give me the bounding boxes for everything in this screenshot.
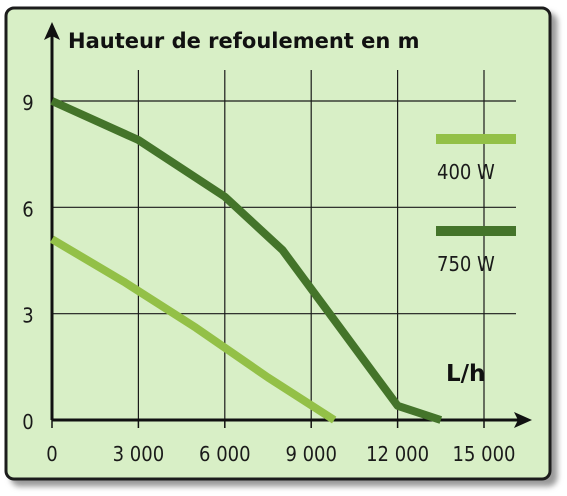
legend: 400 W 750 W xyxy=(436,134,516,276)
legend-swatch-750w xyxy=(436,226,516,236)
grid xyxy=(52,70,516,420)
chart-title: Hauteur de refoulement en m xyxy=(68,29,420,53)
y-tick-label: 9 xyxy=(22,91,33,115)
legend-swatch-400w xyxy=(436,134,516,144)
labels: 0 3 000 6 000 9 000 12 000 15 000 0 3 6 9 xyxy=(22,91,515,466)
x-axis-label: L/h xyxy=(446,361,485,387)
series-line-750w xyxy=(50,97,443,424)
y-tick-label: 6 xyxy=(22,197,33,221)
y-axis-arrow xyxy=(44,22,60,40)
x-tick-label: 0 xyxy=(46,442,57,466)
y-tick-label: 3 xyxy=(22,304,33,328)
x-tick-label: 9 000 xyxy=(285,442,337,466)
x-axis-arrow xyxy=(514,412,532,428)
x-tick-label: 6 000 xyxy=(199,442,251,466)
x-tick-label: 3 000 xyxy=(113,442,165,466)
series xyxy=(49,97,443,424)
legend-label-750w: 750 W xyxy=(437,252,495,276)
axes xyxy=(44,22,532,428)
x-tick-label: 12 000 xyxy=(366,442,429,466)
y-tick-label: 0 xyxy=(22,410,33,434)
legend-label-400w: 400 W xyxy=(437,160,495,184)
series-line-400w xyxy=(49,235,337,424)
x-tick-label: 15 000 xyxy=(453,442,516,466)
